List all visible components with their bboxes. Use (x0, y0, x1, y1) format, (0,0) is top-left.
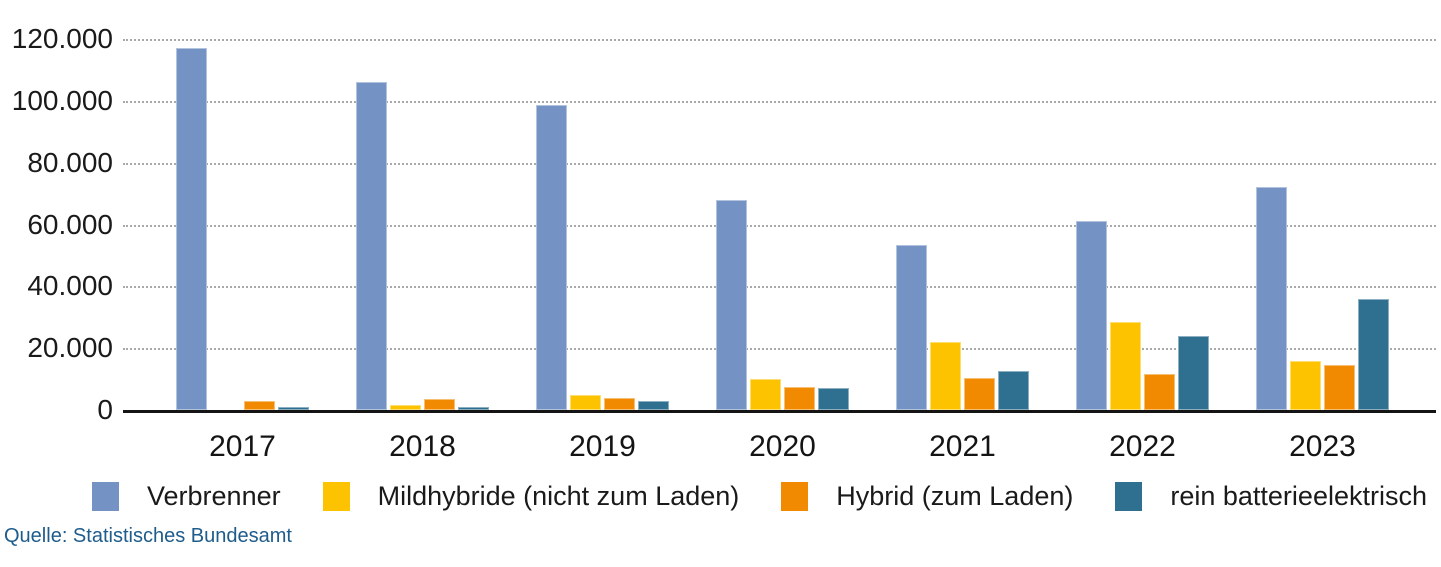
y-tick-label: 80.000 (27, 146, 113, 178)
x-axis: 2017 2018 2019 2020 2021 2022 2023 (123, 430, 1436, 464)
bar-2018-mildhybride (390, 405, 421, 410)
y-tick-label: 20.000 (27, 332, 113, 364)
y-tick-label: 60.000 (27, 208, 113, 240)
bar-2017-rein (278, 407, 309, 410)
bar-2023-rein (1358, 299, 1389, 410)
x-tick-label-2021: 2021 (929, 430, 996, 463)
bar-group-2021 (896, 39, 1029, 410)
legend-label: rein batterieelektrisch (1170, 481, 1427, 511)
x-tick-label-2022: 2022 (1109, 430, 1176, 463)
bar-2019-verbrenner (536, 105, 567, 410)
bar-2019-mildhybride (570, 395, 601, 410)
legend-swatch-icon (781, 482, 809, 511)
bar-2022-rein (1178, 336, 1209, 410)
bar-2019-rein (638, 401, 669, 410)
x-tick-label-2020: 2020 (749, 430, 816, 463)
bar-2023-mildhybride (1290, 361, 1321, 410)
bar-group-2018 (356, 39, 489, 410)
gridline (123, 100, 1436, 103)
bar-2021-verbrenner (896, 245, 927, 410)
bar-2017-verbrenner (176, 48, 207, 410)
y-tick-label: 0 (97, 394, 113, 425)
legend: Verbrenner Mildhybride (nicht zum Laden) H… (92, 481, 1427, 512)
bar-2019-hybrid (604, 398, 635, 410)
bar-2021-mildhybride (930, 342, 961, 410)
legend-label: Verbrenner (147, 481, 281, 511)
source-note: Quelle: Statistisches Bundesamt (4, 525, 292, 547)
bar-group-2020 (716, 39, 849, 410)
bar-2022-hybrid (1144, 374, 1175, 410)
gridline (123, 39, 1436, 41)
bar-group-2019 (536, 39, 669, 410)
bar-2021-hybrid (964, 378, 995, 410)
bar-2023-hybrid (1324, 365, 1355, 410)
legend-label: Hybrid (zum Laden) (836, 481, 1074, 511)
bar-2020-hybrid (784, 387, 815, 410)
x-tick-label-2018: 2018 (389, 430, 456, 463)
bar-2022-mildhybride (1110, 322, 1141, 410)
legend-swatch-icon (92, 482, 119, 511)
bar-group-2017 (176, 39, 309, 410)
bar-groups (123, 39, 1436, 410)
legend-item: Hybrid (zum Laden) (781, 481, 1073, 512)
legend-swatch-icon (322, 482, 350, 511)
plot-area (123, 39, 1436, 413)
bar-group-2023 (1256, 39, 1389, 410)
gridline (123, 286, 1436, 289)
legend-label: Mildhybride (nicht zum Laden) (377, 481, 740, 511)
bar-2022-verbrenner (1076, 221, 1107, 410)
bar-2018-verbrenner (356, 82, 387, 410)
bar-2021-rein (998, 371, 1029, 410)
legend-item: Mildhybride (nicht zum Laden) (322, 481, 740, 512)
bar-2023-verbrenner (1256, 187, 1287, 410)
gridline (123, 348, 1436, 351)
x-tick-label-2019: 2019 (569, 430, 636, 463)
y-tick-label: 40.000 (27, 270, 113, 302)
bar-2020-rein (818, 388, 849, 410)
y-tick-label: 120.000 (11, 23, 113, 54)
x-tick-label-2023: 2023 (1289, 430, 1356, 463)
bar-2017-hybrid (244, 401, 275, 410)
bar-2018-rein (458, 407, 489, 410)
x-tick-label-2017: 2017 (209, 430, 276, 463)
gridline (123, 162, 1436, 165)
legend-item: rein batterieelektrisch (1115, 481, 1427, 512)
legend-item: Verbrenner (92, 481, 281, 512)
bar-2020-verbrenner (716, 200, 747, 410)
legend-swatch-icon (1115, 482, 1143, 511)
bar-group-2022 (1076, 39, 1209, 410)
bar-2020-mildhybride (750, 379, 781, 410)
y-tick-label: 100.000 (11, 84, 113, 116)
bar-2018-hybrid (424, 399, 455, 410)
gridline (123, 224, 1436, 227)
